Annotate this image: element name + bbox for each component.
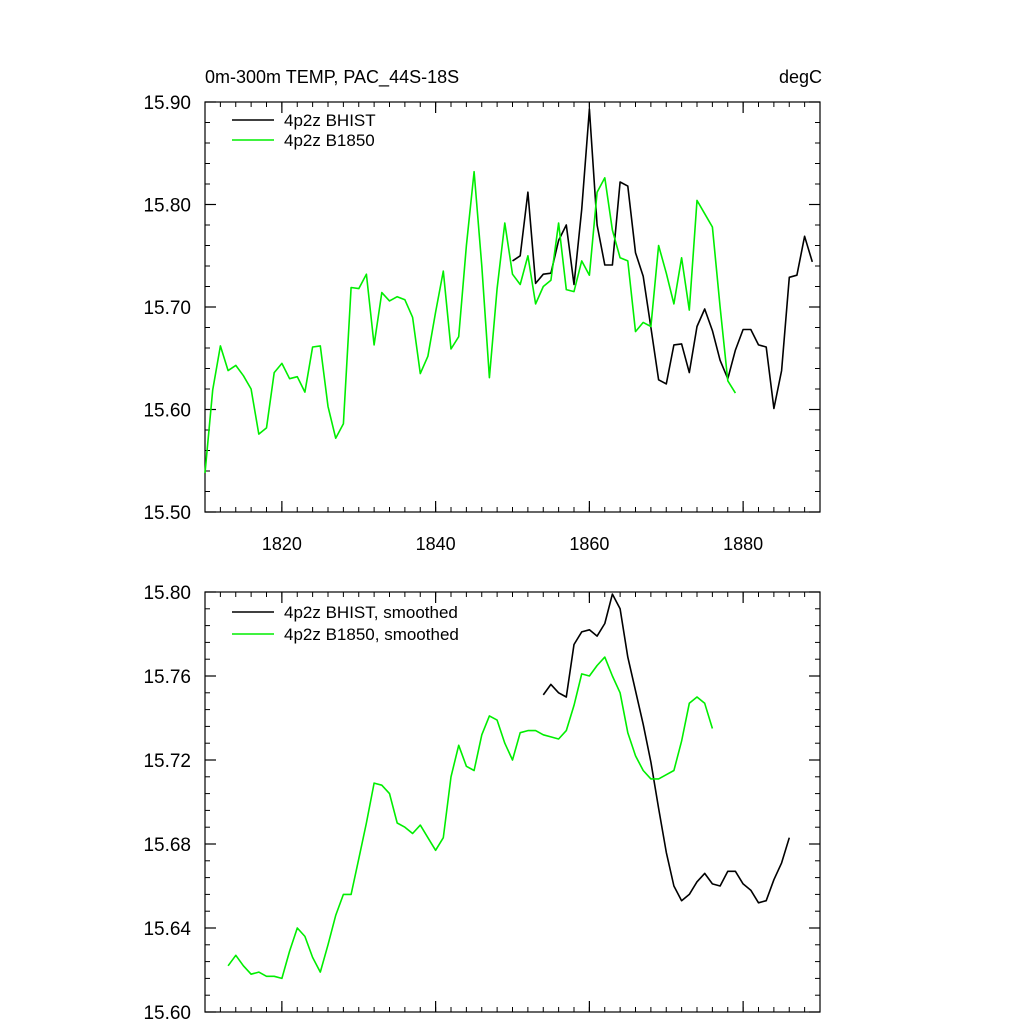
y-tick-label: 15.72: [143, 751, 191, 772]
top-panel: 0m-300m TEMP, PAC_44S-18S degC 1820 1840 1…: [143, 67, 822, 554]
x-tick-label: 1880: [723, 534, 763, 554]
y-tick-label: 15.80: [143, 583, 191, 604]
legend-label: 4p2z BHIST, smoothed: [284, 603, 458, 622]
y-tick-label: 15.70: [143, 298, 191, 319]
y-tick-label: 15.90: [143, 93, 191, 114]
legend-label: 4p2z B1850, smoothed: [284, 625, 459, 644]
y-tick-label: 15.80: [143, 196, 191, 217]
plot-lines: [204, 108, 814, 474]
bottom-panel: 15.60 15.64 15.68 15.72 15.76 15.80 4p2z BHIS…: [143, 583, 821, 1024]
chart-units: degC: [779, 67, 822, 87]
axis-ticks: [204, 101, 821, 513]
x-tick-label: 1860: [569, 534, 609, 554]
series-line-4p2z-b1850: [204, 170, 737, 474]
axis-ticks: [204, 591, 821, 1013]
axis-tick-labels: 15.60 15.64 15.68 15.72 15.76 15.80: [143, 583, 191, 1024]
plot-frame: [204, 591, 821, 1013]
plot-frame: [204, 101, 821, 513]
y-tick-label: 15.76: [143, 667, 191, 688]
y-tick-label: 15.50: [143, 503, 191, 524]
plot-lines: [227, 593, 791, 980]
legend-label: 4p2z B1850: [284, 131, 375, 150]
y-tick-label: 15.60: [143, 1003, 191, 1024]
series-line-4p2z-b1850-smoothed: [227, 656, 714, 980]
chart-title: 0m-300m TEMP, PAC_44S-18S: [205, 67, 459, 88]
legend-label: 4p2z BHIST: [284, 111, 376, 130]
y-tick-label: 15.64: [143, 919, 191, 940]
y-tick-label: 15.60: [143, 401, 191, 422]
series-line-4p2z-bhist-smoothed: [542, 593, 791, 904]
legend: 4p2z BHIST, smoothed 4p2z B1850, smoothed: [232, 603, 459, 644]
y-tick-label: 15.68: [143, 835, 191, 856]
series-line-4p2z-bhist: [512, 108, 814, 410]
x-tick-label: 1840: [416, 534, 456, 554]
x-tick-label: 1820: [262, 534, 302, 554]
axis-tick-labels: 1820 1840 1860 1880 15.50 15.60 15.70 15.80 15.9…: [143, 93, 763, 554]
